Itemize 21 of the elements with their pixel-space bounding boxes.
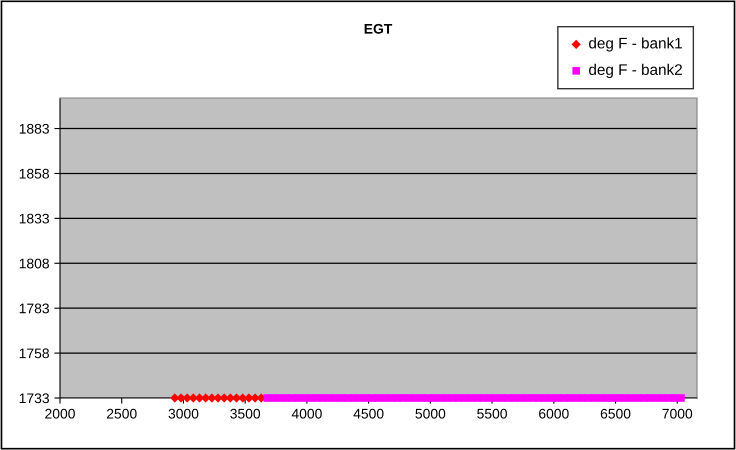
x-tick-label: 2000 (45, 408, 75, 419)
x-tick-label: 6500 (600, 408, 630, 419)
legend-label: deg F - bank2 (589, 64, 682, 78)
x-tick-label: 7000 (662, 408, 692, 419)
y-tick-label: 1833 (20, 214, 49, 224)
x-tick-label: 5500 (477, 408, 507, 419)
x-tick-label: 5000 (415, 408, 446, 419)
chart-title: EGT (364, 24, 392, 34)
y-tick-label: 1758 (20, 348, 49, 358)
x-tick-label: 4000 (292, 408, 322, 419)
x-tick-label: 3000 (168, 408, 198, 419)
y-tick-label: 1783 (20, 304, 49, 314)
y-tick-label: 1808 (20, 258, 49, 268)
x-tick-label: 2500 (106, 408, 137, 419)
x-tick-label: 3500 (230, 408, 260, 419)
y-tick-label: 1883 (20, 124, 49, 134)
y-tick-label: 1733 (20, 393, 49, 404)
x-tick-label: 4500 (353, 408, 384, 419)
x-tick-label: 6000 (539, 408, 569, 419)
legend-label: deg F - bank1 (589, 37, 682, 52)
y-tick-label: 1858 (20, 168, 49, 179)
